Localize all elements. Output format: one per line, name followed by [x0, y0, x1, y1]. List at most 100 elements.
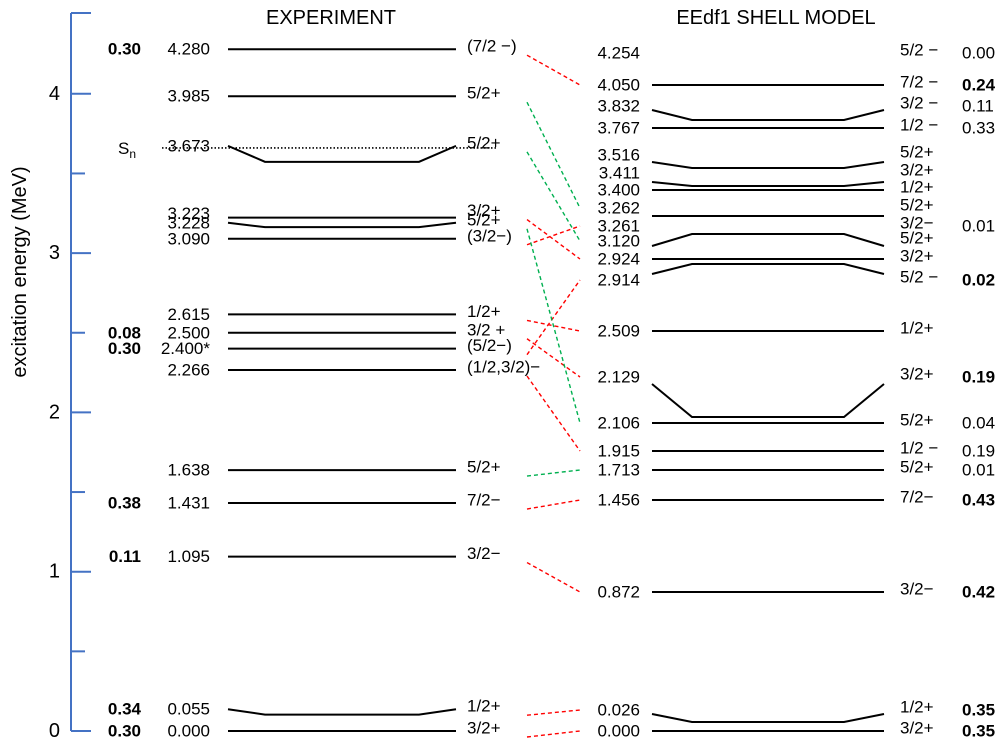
experiment-strength-label: 0.30	[108, 722, 141, 741]
axis-tick-label: 3	[49, 242, 60, 264]
model-energy-label: 3.400	[597, 181, 640, 200]
model-level-line	[651, 161, 885, 169]
model-spin-label: 1/2 −	[900, 439, 938, 458]
model-strength-label: 0.04	[962, 414, 995, 433]
experiment-spin-label: 1/2+	[467, 302, 501, 321]
model-strength-label: 0.00	[962, 44, 995, 63]
model-energy-label: 2.914	[597, 271, 640, 290]
experiment-spin-label: 5/2+	[467, 210, 501, 229]
experiment-energy-label: 1.431	[167, 494, 210, 513]
energy-axis: 0 1 2 3 4	[49, 12, 91, 742]
experiment-energy-label: 3.228	[167, 213, 210, 232]
model-energy-label: 3.262	[597, 199, 640, 218]
model-spin-label: 3/2−	[900, 214, 934, 233]
model-spin-label: 5/2+	[900, 196, 934, 215]
model-spin-label: 1/2 −	[900, 116, 938, 135]
model-energy-label: 3.120	[597, 232, 640, 251]
model-spin-label: 3/2+	[900, 719, 934, 738]
experiment-spin-label: 5/2+	[467, 458, 501, 477]
model-energy-label: 1.713	[597, 461, 640, 480]
model-energy-label: 0.872	[597, 583, 640, 602]
model-energy-label: 2.509	[597, 322, 640, 341]
model-spin-label: 5/2+	[900, 229, 934, 248]
model-spin-label: 1/2+	[900, 698, 934, 717]
model-energy-label: 3.261	[597, 217, 640, 236]
model-spin-label: 3/2+	[900, 247, 934, 266]
model-level-line	[651, 263, 885, 275]
model-level-line	[651, 233, 885, 247]
experiment-energy-label: 1.095	[167, 547, 210, 566]
experiment-spin-label: 5/2+	[467, 133, 501, 152]
model-strength-label: 0.11	[962, 97, 994, 116]
experiment-spin-label: 3/2+	[467, 719, 501, 738]
model-spin-label: 5/2 −	[900, 41, 938, 60]
model-level-line	[651, 713, 885, 723]
experiment-spin-label: (1/2,3/2)−	[467, 358, 540, 377]
axis-tick-label: 2	[49, 401, 60, 423]
model-title: EEdf1 SHELL MODEL	[676, 7, 875, 29]
model-strength-label: 0.35	[962, 701, 995, 720]
model-energy-label: 2.129	[597, 368, 640, 387]
negative-parity-connector	[526, 561, 581, 593]
model-energy-label: 3.832	[597, 97, 640, 116]
model-strength-label: 0.24	[962, 76, 996, 95]
model-energy-label: 1.915	[597, 442, 640, 461]
positive-parity-connector	[526, 228, 581, 424]
experiment-strength-label: 0.34	[108, 700, 142, 719]
experiment-strength-label: 0.30	[108, 339, 141, 358]
experiment-energy-label: 2.400*	[161, 339, 211, 358]
model-spin-label: 3/2+	[900, 365, 934, 384]
experiment-energy-label: 3.985	[167, 87, 210, 106]
positive-parity-connector	[526, 469, 581, 477]
model-energy-label: 4.050	[597, 76, 640, 95]
separation-energy-label: Sn	[118, 138, 136, 161]
experiment-energy-label: 2.266	[167, 361, 210, 380]
experiment-level-line	[227, 708, 457, 716]
model-strength-label: 0.02	[962, 271, 995, 290]
experiment-strength-label: 0.11	[109, 547, 141, 566]
model-spin-label: 1/2+	[900, 178, 934, 197]
model-spin-label: 7/2 −	[900, 73, 938, 92]
experiment-energy-label: 3.090	[167, 229, 210, 248]
experiment-energy-label: 3.223	[167, 204, 210, 223]
model-level-line	[651, 109, 885, 121]
negative-parity-connector	[526, 709, 581, 716]
model-level-line	[651, 383, 885, 418]
model-spin-label: 3/2+	[900, 161, 934, 180]
model-strength-label: 0.35	[962, 722, 995, 741]
model-spin-label: 5/2 −	[900, 268, 938, 287]
experiment-energy-label: 1.638	[167, 461, 210, 480]
model-spin-label: 3/2−	[900, 580, 934, 599]
model-levels: 0.000 3/2+ 0.35 0.026 1/2+ 0.35 0.872 3/2− 0.42 1…	[597, 41, 995, 741]
experiment-level-line	[227, 144, 457, 163]
negative-parity-connector	[526, 279, 581, 356]
experiment-spin-label: 1/2+	[467, 697, 501, 716]
negative-parity-connector	[526, 319, 581, 332]
y-axis-label: excitation energy (MeV)	[9, 166, 31, 377]
model-energy-label: 3.516	[597, 146, 640, 165]
negative-parity-connector	[526, 730, 581, 738]
model-spin-label: 1/2+	[900, 319, 934, 338]
experiment-energy-label: 0.000	[167, 722, 210, 741]
experiment-title: EXPERIMENT	[266, 7, 396, 29]
model-energy-label: 2.924	[597, 250, 640, 269]
axis-tick-label: 1	[49, 561, 60, 583]
model-energy-label: 2.106	[597, 414, 640, 433]
model-energy-label: 4.254	[597, 44, 640, 63]
experiment-energy-label: 4.280	[167, 40, 210, 59]
model-spin-label: 5/2+	[900, 411, 934, 430]
experiment-spin-label: 7/2−	[467, 491, 501, 510]
model-strength-label: 0.19	[962, 442, 995, 461]
experiment-energy-label: 3.673	[167, 136, 210, 155]
positive-parity-connector	[526, 151, 581, 242]
experiment-level-line	[227, 221, 457, 229]
model-strength-label: 0.19	[962, 368, 995, 387]
experiment-energy-label: 2.500	[167, 323, 210, 342]
model-energy-label: 0.026	[597, 701, 640, 720]
model-strength-label: 0.33	[962, 119, 995, 138]
model-level-line	[651, 181, 885, 187]
experiment-strength-label: 0.30	[108, 40, 141, 59]
positive-parity-connector	[526, 101, 581, 209]
